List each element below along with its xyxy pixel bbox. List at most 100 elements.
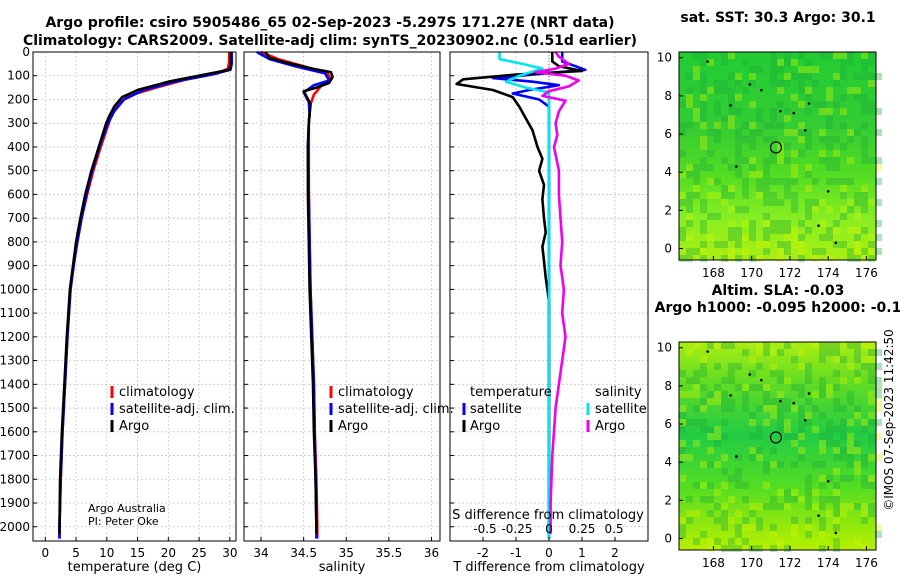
map-cell xyxy=(805,213,812,220)
map-cell xyxy=(861,59,868,66)
map-cell xyxy=(770,192,777,199)
map-cell xyxy=(777,220,784,227)
salinity-legend: climatology satellite-adj. clim. Argo xyxy=(329,385,454,434)
map-cell xyxy=(833,52,840,59)
map-cell xyxy=(854,370,861,377)
island-outline xyxy=(834,241,838,245)
map-cell xyxy=(756,241,763,248)
map-cell xyxy=(819,199,826,206)
map-cell xyxy=(826,94,833,101)
legend-label-climatology: climatology xyxy=(338,385,414,400)
map-cell xyxy=(735,363,742,370)
map-cell xyxy=(742,517,749,524)
island-outline xyxy=(729,394,732,397)
map-cell xyxy=(707,482,714,489)
map-cell xyxy=(735,80,742,87)
map-cell xyxy=(770,503,777,510)
map-cell xyxy=(721,342,728,349)
island-outline xyxy=(817,514,820,517)
map-cell xyxy=(714,461,721,468)
map-cell xyxy=(833,545,840,552)
y-tick-label: 600 xyxy=(7,187,30,201)
map-cell xyxy=(721,433,728,440)
map-cell xyxy=(679,531,686,538)
map-cell xyxy=(819,524,826,531)
map-cell xyxy=(756,545,763,552)
map-cell xyxy=(840,108,847,115)
map-cell xyxy=(805,475,812,482)
map-cell xyxy=(833,524,840,531)
map-cell xyxy=(749,384,756,391)
map-cell xyxy=(742,538,749,545)
map-cell xyxy=(819,461,826,468)
island-outline xyxy=(706,350,709,353)
map-cell xyxy=(868,241,875,248)
legend-label-argo: Argo xyxy=(338,419,368,434)
map-cell xyxy=(777,87,784,94)
map-cell xyxy=(679,199,686,206)
map-cell xyxy=(700,73,707,80)
map-cell xyxy=(728,94,735,101)
difference-profile-panel: -2 -1 0 1 2T difference from climatology xyxy=(449,51,649,575)
map-cell xyxy=(861,363,868,370)
map-cell xyxy=(679,171,686,178)
island-outline xyxy=(834,531,838,535)
map-cell xyxy=(756,426,763,433)
map-cell xyxy=(875,73,882,80)
map-cell xyxy=(686,206,693,213)
map-cell xyxy=(854,412,861,419)
map-cell xyxy=(826,143,833,150)
s-tick: -0.5 xyxy=(473,522,496,536)
map-cell xyxy=(679,454,686,461)
map-cell xyxy=(805,531,812,538)
map-cell xyxy=(819,517,826,524)
map-cell xyxy=(840,454,847,461)
map-cell xyxy=(819,356,826,363)
map-cell xyxy=(770,496,777,503)
map-cell xyxy=(777,59,784,66)
map-cell xyxy=(770,220,777,227)
y-tick-label: 800 xyxy=(7,235,30,249)
map-cell xyxy=(861,192,868,199)
map-cell xyxy=(749,129,756,136)
map-cell xyxy=(819,482,826,489)
map-cell xyxy=(721,419,728,426)
island-outline xyxy=(826,190,830,193)
map-cell xyxy=(833,80,840,87)
map-cell xyxy=(756,454,763,461)
x-tick-label: 34 xyxy=(253,546,268,560)
map-cell xyxy=(700,115,707,122)
sst-map-panel: 168 170 172 174 176 0 2 4 6 8 10 xyxy=(657,51,882,280)
x-tick-label: 172 xyxy=(778,266,801,280)
map-cell xyxy=(777,199,784,206)
map-cell xyxy=(784,241,791,248)
map-cell xyxy=(826,87,833,94)
map-cell xyxy=(749,234,756,241)
map-cell xyxy=(791,178,798,185)
legend-header-temperature: temperature xyxy=(470,385,552,400)
map-cell xyxy=(735,384,742,391)
map-cell xyxy=(763,349,770,356)
map-cell xyxy=(735,524,742,531)
island-outline xyxy=(792,401,796,405)
map-cell xyxy=(847,255,854,262)
map-cell xyxy=(875,524,882,531)
map-cell xyxy=(854,349,861,356)
map-cell xyxy=(777,248,784,255)
map-cell xyxy=(784,398,791,405)
credit-pi: PI: Peter Oke xyxy=(88,515,159,528)
map-cell xyxy=(749,524,756,531)
sla-map-title-line2: Argo h1000: -0.095 h2000: -0.1 xyxy=(655,300,900,316)
map-cell xyxy=(735,227,742,234)
map-cell xyxy=(791,199,798,206)
map-cell xyxy=(707,342,714,349)
map-cell xyxy=(735,255,742,262)
map-cell xyxy=(805,185,812,192)
map-cell xyxy=(777,122,784,129)
map-cell xyxy=(819,531,826,538)
map-cell xyxy=(868,234,875,241)
map-cell xyxy=(840,475,847,482)
x-tick-label: -2 xyxy=(477,546,489,560)
map-cell xyxy=(770,157,777,164)
